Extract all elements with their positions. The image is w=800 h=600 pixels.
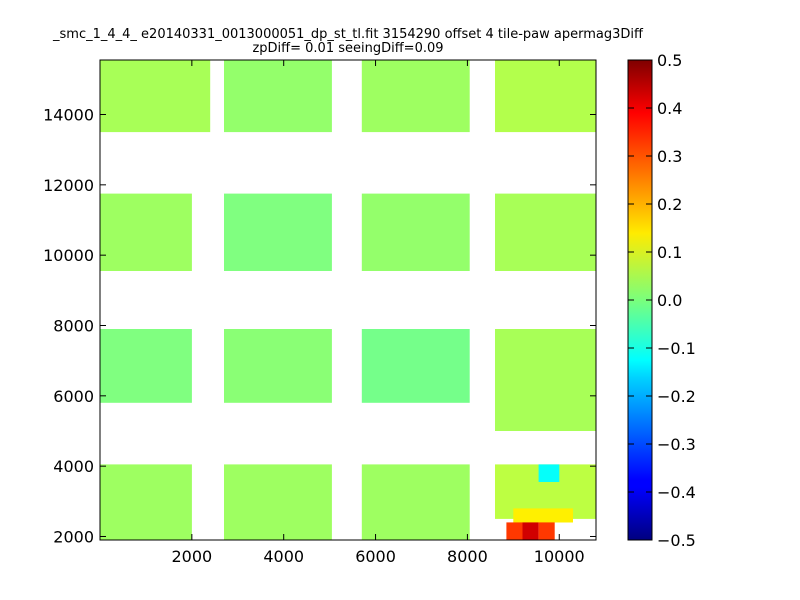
colorbar-tick-label: 0.3 <box>657 147 682 166</box>
x-tick-label: 2000 <box>171 547 212 566</box>
plot-frame <box>99 59 597 541</box>
chart-title: _smc_1_4_4_ e20140331_0013000051_dp_st_t… <box>52 27 644 42</box>
colorbar-tick-label: 0.5 <box>657 51 682 70</box>
heatmap-cell <box>538 464 560 482</box>
colorbar: 0.5 0.4 0.3 0.2 0.1 0.0 −0.1 −0.2 −0.3 −0.4 −0.5 <box>627 51 696 550</box>
heatmap-cell <box>361 329 470 403</box>
heatmap-cell <box>224 464 332 540</box>
heatmap-cell <box>100 60 211 133</box>
heatmap-cell <box>361 193 470 271</box>
y-tick-label: 8000 <box>53 316 94 335</box>
colorbar-tick-label: 0.2 <box>657 195 682 214</box>
heatmap-cell <box>361 464 470 540</box>
colorbar-tick-label: −0.2 <box>657 387 696 406</box>
heatmap-cell <box>100 193 192 271</box>
colorbar-tick-label: 0.0 <box>657 291 682 310</box>
y-tick-label: 2000 <box>53 527 94 546</box>
colorbar-tick-label: −0.3 <box>657 435 696 454</box>
y-tick-label: 12000 <box>43 176 94 195</box>
heatmap-cell <box>224 329 332 403</box>
heatmap-cell <box>538 522 555 540</box>
colorbar-ticks: 0.5 0.4 0.3 0.2 0.1 0.0 −0.1 −0.2 −0.3 −0.4 −0.5 <box>628 51 696 550</box>
x-tick-label: 8000 <box>447 547 488 566</box>
y-axis: 2000 4000 6000 8000 10000 12000 14000 <box>43 106 596 546</box>
heatmap-cell <box>100 329 192 403</box>
plot-area: 2000 4000 6000 8000 10000 2000 4000 6000 8000 10… <box>43 59 597 566</box>
heatmap-cell <box>495 60 596 133</box>
x-tick-label: 10000 <box>534 547 585 566</box>
heatmap-cell <box>361 60 470 133</box>
y-tick-label: 6000 <box>53 387 94 406</box>
y-tick-label: 4000 <box>53 457 94 476</box>
heatmap-cell <box>224 193 332 271</box>
chart-subtitle: zpDiff= 0.01 seeingDiff=0.09 <box>252 41 443 56</box>
heatmap-cell <box>522 522 539 540</box>
colorbar-tick-label: 0.4 <box>657 99 682 118</box>
y-tick-label: 10000 <box>43 246 94 265</box>
x-axis: 2000 4000 6000 8000 10000 <box>171 60 585 566</box>
heatmap-cell <box>506 522 523 540</box>
heatmap-cell <box>495 329 596 431</box>
heatmap-cell <box>513 508 573 523</box>
colorbar-tick-label: −0.5 <box>657 531 696 550</box>
heatmap-cells <box>100 60 596 540</box>
heatmap-cell <box>224 60 332 133</box>
x-tick-label: 4000 <box>263 547 304 566</box>
y-tick-label: 14000 <box>43 106 94 125</box>
colorbar-tick-label: −0.1 <box>657 339 696 358</box>
x-tick-label: 6000 <box>355 547 396 566</box>
heatmap-cell <box>495 193 596 271</box>
colorbar-tick-label: −0.4 <box>657 483 696 502</box>
colorbar-tick-label: 0.1 <box>657 243 682 262</box>
heatmap-cell <box>100 464 192 540</box>
